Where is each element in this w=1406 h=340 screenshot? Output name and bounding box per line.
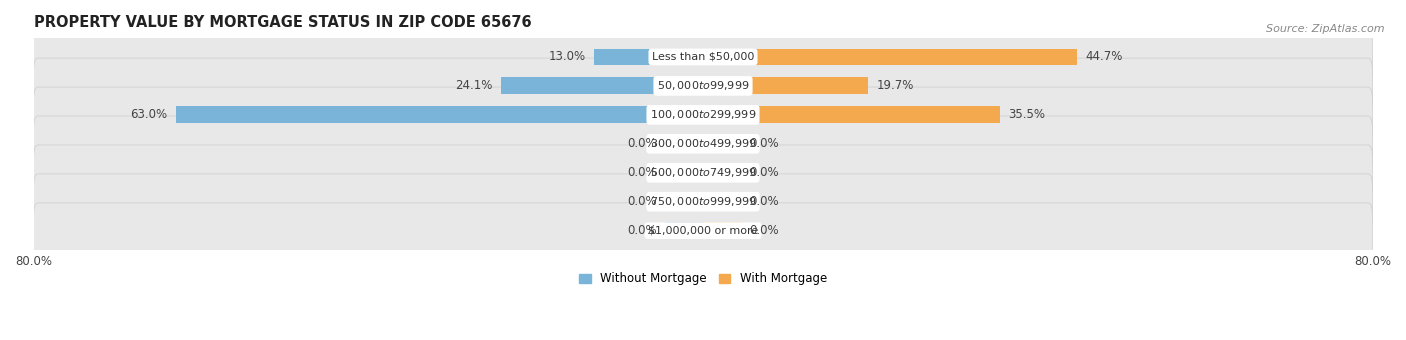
Text: 35.5%: 35.5% [1008, 108, 1046, 121]
Legend: Without Mortgage, With Mortgage: Without Mortgage, With Mortgage [574, 268, 832, 290]
Bar [665, 135, 703, 152]
Text: 0.0%: 0.0% [627, 166, 657, 179]
FancyBboxPatch shape [34, 174, 1372, 230]
Text: 0.0%: 0.0% [749, 137, 779, 150]
FancyBboxPatch shape [34, 116, 1372, 172]
FancyBboxPatch shape [34, 87, 1372, 143]
Text: PROPERTY VALUE BY MORTGAGE STATUS IN ZIP CODE 65676: PROPERTY VALUE BY MORTGAGE STATUS IN ZIP… [34, 15, 531, 30]
Text: 13.0%: 13.0% [548, 50, 586, 64]
Bar [703, 78, 868, 94]
Text: 0.0%: 0.0% [749, 195, 779, 208]
Bar [502, 78, 703, 94]
FancyBboxPatch shape [34, 203, 1372, 258]
Bar [703, 135, 741, 152]
Text: 0.0%: 0.0% [627, 137, 657, 150]
Text: 0.0%: 0.0% [627, 195, 657, 208]
Bar [703, 164, 741, 181]
Text: 63.0%: 63.0% [131, 108, 167, 121]
FancyBboxPatch shape [34, 145, 1372, 201]
Text: $1,000,000 or more: $1,000,000 or more [648, 226, 758, 236]
Text: 0.0%: 0.0% [627, 224, 657, 237]
Text: 19.7%: 19.7% [876, 80, 914, 92]
Text: $750,000 to $999,999: $750,000 to $999,999 [650, 195, 756, 208]
Bar [665, 164, 703, 181]
Text: $100,000 to $299,999: $100,000 to $299,999 [650, 108, 756, 121]
Bar [703, 49, 1077, 65]
Bar [595, 49, 703, 65]
Text: $50,000 to $99,999: $50,000 to $99,999 [657, 80, 749, 92]
Bar [665, 222, 703, 239]
Text: $500,000 to $749,999: $500,000 to $749,999 [650, 166, 756, 179]
Bar [703, 106, 1000, 123]
Bar [703, 222, 741, 239]
Text: 0.0%: 0.0% [749, 166, 779, 179]
Text: 24.1%: 24.1% [456, 80, 494, 92]
Text: 0.0%: 0.0% [749, 224, 779, 237]
Bar [665, 193, 703, 210]
Text: $300,000 to $499,999: $300,000 to $499,999 [650, 137, 756, 150]
Text: Less than $50,000: Less than $50,000 [652, 52, 754, 62]
Text: 44.7%: 44.7% [1085, 50, 1123, 64]
Text: Source: ZipAtlas.com: Source: ZipAtlas.com [1267, 24, 1385, 34]
Bar [176, 106, 703, 123]
FancyBboxPatch shape [34, 58, 1372, 114]
FancyBboxPatch shape [34, 29, 1372, 85]
Bar [703, 193, 741, 210]
